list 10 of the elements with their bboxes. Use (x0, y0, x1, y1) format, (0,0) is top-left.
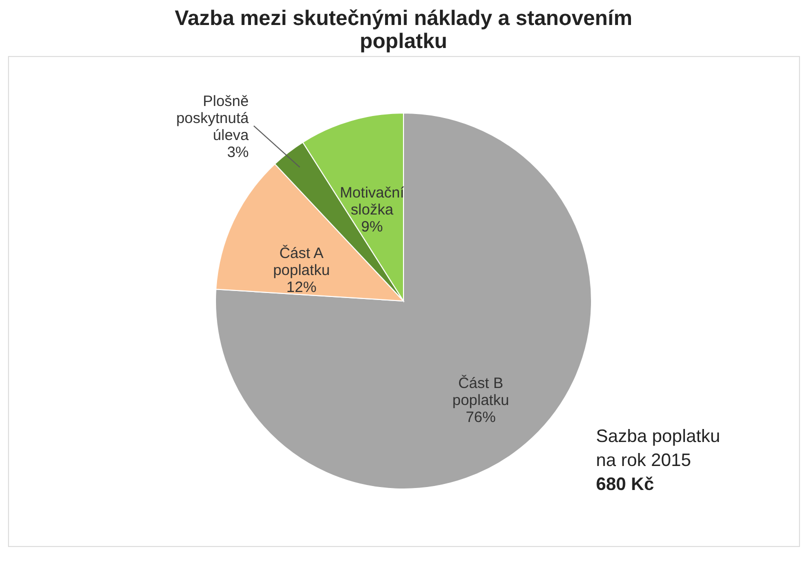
data-label: 3% (227, 144, 249, 161)
data-label: 12% (286, 278, 316, 296)
slice-label: Plošně poskytnutá úleva (176, 92, 250, 144)
text: Sazba poplatku na rok 2015 (596, 426, 720, 470)
text: 680 Kč (596, 474, 654, 494)
chart-title: Vazba mezi skutečnými náklady a stanovením poplatku (174, 7, 632, 53)
slice-label: Část A poplatku (273, 244, 330, 279)
slice-label: Část B poplatku (452, 374, 510, 410)
data-label: 76% (466, 409, 496, 426)
data-label: 9% (361, 218, 383, 236)
